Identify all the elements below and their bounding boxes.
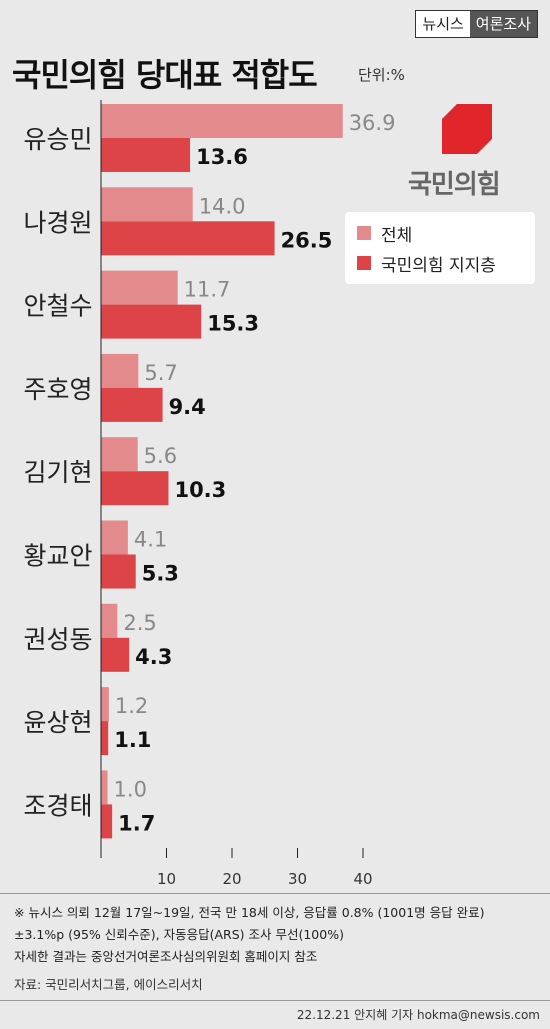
bar-supporters — [101, 221, 275, 256]
category-label: 주호영 — [23, 375, 92, 404]
legend-swatch-all — [357, 226, 371, 240]
bar-supporters — [101, 471, 169, 506]
chart-legend: 전체 국민의힘 지지층 — [345, 212, 535, 284]
value-label: 36.9 — [349, 111, 396, 135]
category-label: 유승민 — [23, 125, 92, 154]
bar-all — [101, 104, 343, 138]
value-label: 1.1 — [114, 728, 151, 752]
category-label: 조경태 — [23, 791, 92, 820]
value-label: 9.4 — [169, 395, 206, 419]
value-label: 1.7 — [118, 811, 155, 835]
bar-all — [101, 770, 108, 805]
credit-divider — [0, 1000, 550, 1001]
category-label: 황교안 — [23, 542, 92, 571]
footnote: ※ 뉴시스 의뢰 12월 17일~19일, 전국 만 18세 이상, 응답률 0… — [14, 902, 485, 996]
party-logo-text: 국민의힘 — [408, 170, 501, 200]
value-label: 5.3 — [142, 562, 179, 586]
category-label: 나경원 — [23, 208, 92, 237]
footnote-divider — [0, 893, 550, 894]
bar-supporters — [101, 554, 136, 589]
bar-all — [101, 187, 193, 222]
brand-label: 뉴시스 — [422, 15, 464, 33]
value-label: 2.5 — [123, 611, 156, 635]
value-label: 1.2 — [115, 694, 148, 718]
bar-chart: 유승민 36.9 13.6 나경원 14.0 26.5 안철수 11.7 15.3 주호영 5.7 9… — [23, 100, 396, 888]
chart-title: 국민의힘 당대표 적합도 — [12, 56, 318, 94]
bar-supporters — [101, 387, 163, 422]
bar-all — [101, 270, 178, 305]
bar-supporters — [101, 138, 191, 172]
category-label: 윤상현 — [23, 708, 92, 737]
legend-label-all: 전체 — [381, 225, 413, 246]
legend-item-supporters: 국민의힘 지지층 — [357, 248, 535, 278]
category-label: 안철수 — [23, 292, 92, 321]
credit-line: 22.12.21 안지혜 기자 hokma@newsis.com — [296, 1008, 540, 1022]
newsis-badge: 뉴시스 여론조사 — [415, 10, 538, 38]
bar-supporters — [101, 637, 130, 672]
value-label: 11.7 — [184, 278, 231, 302]
bar-supporters — [101, 721, 109, 756]
bar-all — [101, 687, 109, 722]
value-label: 1.0 — [114, 777, 147, 801]
x-tick-label: 30 — [288, 870, 307, 888]
value-label: 13.6 — [196, 145, 248, 169]
bar-all — [101, 520, 128, 555]
x-tick-label: 40 — [353, 870, 372, 888]
legend-label-supporters: 국민의힘 지지층 — [381, 255, 496, 276]
bar-supporters — [101, 804, 113, 839]
category-label: 김기현 — [23, 458, 92, 487]
footnote-line: ±3.1%p (95% 신뢰수준), 자동응답(ARS) 조사 무선(100%) — [14, 927, 344, 942]
section-label: 여론조사 — [469, 11, 537, 37]
x-tick-label: 20 — [222, 870, 241, 888]
footnote-line: ※ 뉴시스 의뢰 12월 17일~19일, 전국 만 18세 이상, 응답률 0… — [14, 905, 485, 920]
footnote-line: 자세한 결과는 중앙선거여론조사심의위원회 홈페이지 참조 — [14, 949, 318, 964]
bar-all — [101, 437, 138, 472]
bar-all — [101, 603, 118, 638]
value-label: 14.0 — [199, 194, 246, 218]
value-label: 5.7 — [144, 361, 177, 385]
value-label: 4.3 — [135, 645, 172, 669]
value-label: 15.3 — [207, 312, 259, 336]
value-label: 10.3 — [174, 478, 226, 502]
unit-label: 단위:% — [358, 66, 405, 84]
x-tick-label: 10 — [157, 870, 176, 888]
bar-all — [101, 353, 139, 388]
value-label: 26.5 — [281, 228, 333, 252]
legend-item-all: 전체 — [357, 218, 535, 248]
bar-supporters — [101, 304, 202, 339]
value-label: 4.1 — [134, 528, 167, 552]
category-label: 권성동 — [23, 625, 92, 654]
source-line: 자료: 국민리서치그룹, 에이스리서치 — [14, 977, 203, 992]
legend-swatch-supporters — [357, 256, 371, 270]
value-label: 5.6 — [144, 444, 177, 468]
party-logo-icon — [442, 104, 492, 154]
